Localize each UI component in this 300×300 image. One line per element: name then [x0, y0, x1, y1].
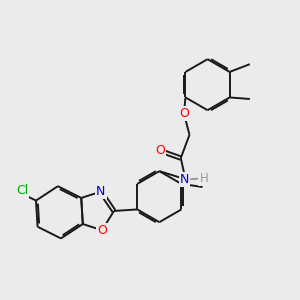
- Text: O: O: [97, 224, 107, 237]
- Text: N: N: [180, 173, 189, 186]
- Text: H: H: [200, 172, 208, 185]
- Text: N: N: [96, 185, 106, 198]
- Text: O: O: [179, 107, 189, 120]
- Text: O: O: [155, 144, 165, 157]
- Text: Cl: Cl: [16, 184, 28, 197]
